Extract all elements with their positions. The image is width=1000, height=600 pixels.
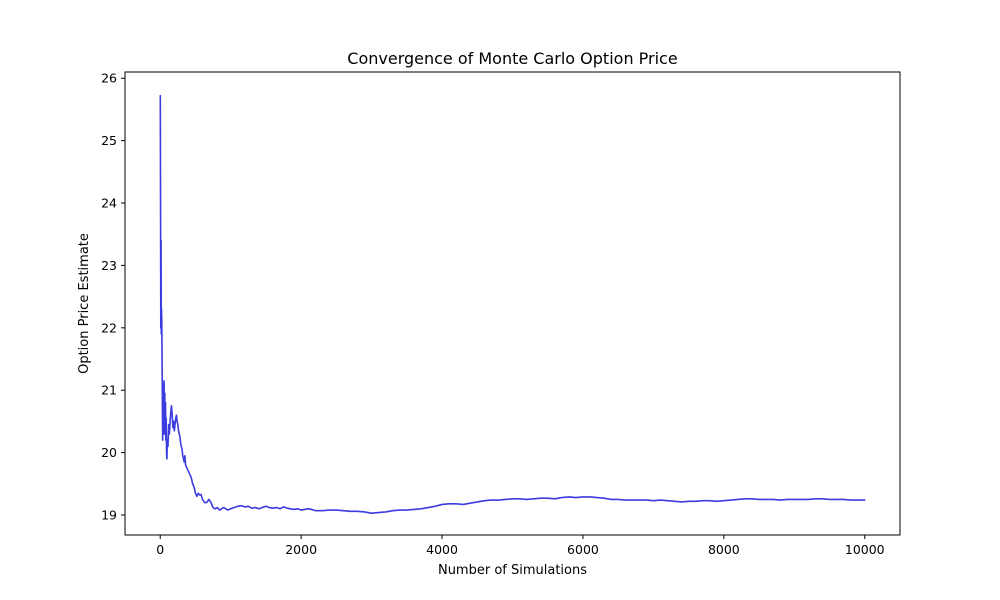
x-tick-label-6000: 6000: [567, 542, 599, 557]
y-tick-label-21: 21: [101, 383, 117, 398]
x-axis-label: Number of Simulations: [438, 563, 587, 578]
x-axis: 0 2000 4000 6000 8000 10000: [156, 535, 885, 557]
chart-title: Convergence of Monte Carlo Option Price: [347, 49, 677, 68]
series-layer: [159, 94, 866, 514]
x-tick-label-10000: 10000: [845, 542, 885, 557]
y-tick-label-24: 24: [101, 196, 117, 211]
y-axis: 19 20 21 22 23 24 25 26: [101, 71, 125, 523]
y-tick-label-26: 26: [101, 71, 117, 86]
x-tick-label-2000: 2000: [285, 542, 317, 557]
x-tick-label-0: 0: [156, 542, 164, 557]
y-tick-label-22: 22: [101, 320, 117, 335]
plot-area: [124, 71, 901, 536]
plot-frame: [124, 71, 901, 536]
y-tick-label-25: 25: [101, 133, 117, 148]
y-tick-label-23: 23: [101, 258, 117, 273]
x-tick-label-4000: 4000: [426, 542, 458, 557]
y-tick-label-19: 19: [101, 508, 117, 523]
x-tick-label-8000: 8000: [708, 542, 740, 557]
series-line-0: [159, 94, 866, 514]
y-axis-label: Option Price Estimate: [77, 233, 92, 374]
y-tick-label-20: 20: [101, 445, 117, 460]
